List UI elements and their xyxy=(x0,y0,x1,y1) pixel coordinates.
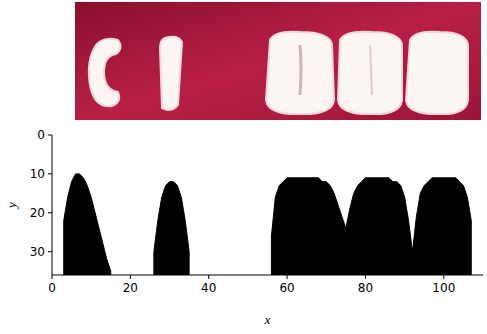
character-detail xyxy=(300,45,301,95)
y-tick xyxy=(48,251,52,252)
x-tick-label: 20 xyxy=(123,281,138,295)
y-tick-label: 20 xyxy=(30,206,45,220)
axes: 0 20 40 60 80 100 0 10 20 30 xyxy=(30,128,483,295)
y-tick-label: 30 xyxy=(30,245,45,259)
x-tick-label: 80 xyxy=(358,281,373,295)
plate-photo xyxy=(75,2,481,120)
x-axis-label: x xyxy=(264,312,271,327)
character-blob xyxy=(160,37,182,110)
figure: 0 20 40 60 80 100 0 10 20 30 x y xyxy=(0,0,487,334)
y-tick xyxy=(48,212,52,213)
character-detail xyxy=(370,45,372,95)
x-tick xyxy=(365,275,366,279)
x-tick-label: 60 xyxy=(279,281,294,295)
x-tick-label: 0 xyxy=(48,281,56,295)
x-tick xyxy=(52,275,53,279)
character-blob xyxy=(406,32,468,114)
x-tick xyxy=(130,275,131,279)
y-tick xyxy=(48,173,52,174)
y-tick-label: 10 xyxy=(30,167,45,181)
profile-area xyxy=(154,182,189,275)
y-tick xyxy=(48,135,52,136)
x-tick-label: 40 xyxy=(201,281,216,295)
y-axis-line xyxy=(52,135,53,275)
x-axis-line xyxy=(52,275,483,276)
character-blob xyxy=(266,32,334,114)
y-tick-label: 0 xyxy=(37,128,45,142)
plot-area xyxy=(64,174,472,275)
character-blob xyxy=(89,39,121,106)
y-axis-label: y xyxy=(4,202,19,210)
photo-background xyxy=(75,2,481,120)
x-tick xyxy=(287,275,288,279)
x-tick xyxy=(208,275,209,279)
x-tick xyxy=(443,275,444,279)
profile-area xyxy=(64,174,111,275)
character-blob xyxy=(338,32,402,114)
profile-area xyxy=(271,178,471,275)
x-tick-label: 100 xyxy=(432,281,455,295)
